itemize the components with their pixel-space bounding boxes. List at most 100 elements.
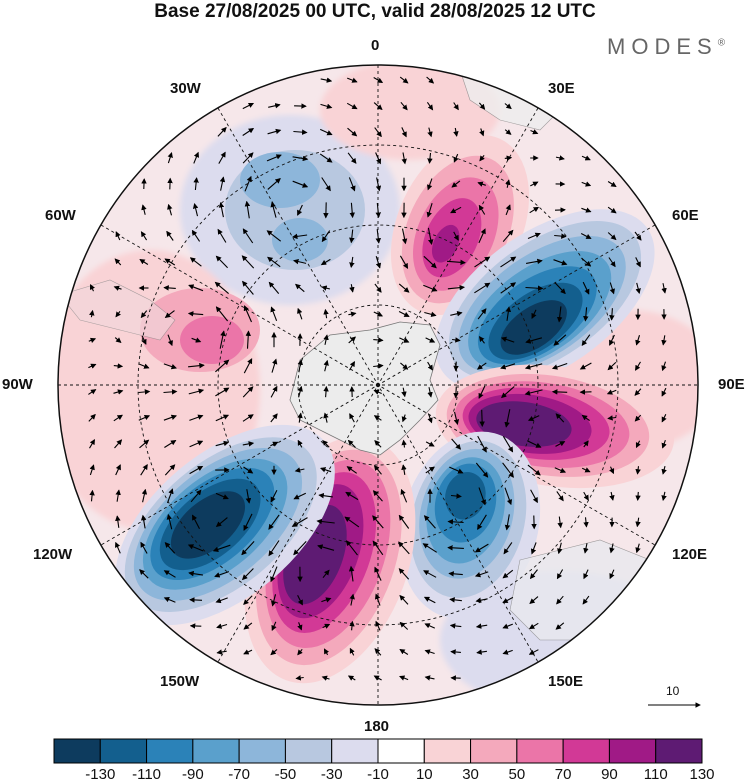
wind-vector	[349, 647, 355, 656]
wind-vector	[347, 439, 356, 448]
wind-vector	[297, 307, 303, 320]
wind-vector	[321, 230, 331, 243]
wind-vector	[446, 259, 466, 266]
wind-vector	[113, 285, 122, 291]
wind-vector	[453, 411, 460, 425]
wind-vector	[293, 258, 307, 265]
wind-vector	[556, 306, 563, 323]
wind-vector	[479, 128, 485, 137]
colorbar-tick-label: 130	[689, 766, 715, 783]
wind-vector	[166, 513, 173, 530]
colorbar-tick-label: 110	[643, 766, 668, 783]
wind-vector	[115, 515, 121, 528]
wind-vector	[268, 281, 280, 294]
wind-vector	[607, 415, 616, 421]
wind-vector	[607, 362, 617, 371]
lon-label-120e: 120E	[672, 546, 708, 563]
wind-vector	[242, 414, 254, 422]
wind-vector	[424, 675, 435, 681]
wind-vector	[140, 310, 148, 319]
wind-vector	[424, 623, 436, 629]
wind-vector	[500, 256, 517, 268]
wind-vector	[140, 514, 147, 529]
wind-vector	[635, 257, 641, 268]
wind-vector	[453, 361, 459, 372]
wind-vector	[189, 414, 204, 421]
wind-vector	[427, 152, 433, 164]
wind-vector	[215, 492, 229, 500]
wind-vector	[139, 363, 150, 369]
lon-label-90e: 90E	[718, 376, 745, 393]
wind-vector	[375, 152, 382, 165]
wind-vector	[530, 489, 538, 504]
modes-logo: MODES®	[607, 34, 725, 60]
wind-vector	[609, 543, 615, 554]
wind-vector	[243, 622, 253, 630]
lon-label-30w: 30W	[170, 80, 201, 97]
wind-vector	[474, 256, 491, 268]
wind-vector	[374, 440, 382, 448]
wind-vector	[348, 177, 356, 192]
wind-vector	[478, 102, 486, 110]
wind-vector	[556, 595, 564, 605]
wind-vector	[270, 306, 278, 321]
wind-vector	[400, 362, 409, 370]
colorbar-cell	[331, 738, 379, 764]
wind-vector	[349, 620, 355, 631]
wind-vector	[502, 596, 514, 604]
wind-vector	[502, 569, 514, 579]
wind-vector	[241, 541, 255, 556]
colorbar-cell	[146, 738, 194, 764]
wind-vector	[316, 518, 335, 525]
wind-vector	[528, 649, 539, 655]
wind-vector	[401, 152, 407, 165]
wind-vector	[267, 177, 281, 190]
wind-vector	[243, 513, 253, 531]
wind-vector	[475, 623, 488, 629]
wind-vector	[476, 649, 487, 655]
wind-vector	[114, 258, 122, 266]
wind-vector	[447, 545, 464, 551]
wind-vector	[505, 204, 511, 216]
wind-vector	[188, 570, 203, 577]
wind-vector	[323, 412, 329, 423]
wind-vector	[423, 570, 437, 578]
wind-vector	[188, 388, 205, 395]
wind-vector	[215, 517, 228, 527]
wind-vector	[320, 77, 333, 83]
wind-vector	[581, 257, 592, 267]
wind-vector	[164, 464, 176, 476]
wind-vector	[268, 103, 281, 109]
wind-vector	[89, 309, 95, 318]
wind-vector	[188, 284, 204, 292]
wind-vector	[297, 439, 303, 448]
wind-vector	[423, 515, 436, 529]
wind-vector	[212, 544, 231, 552]
wind-vector	[347, 127, 358, 137]
wind-vector	[504, 514, 511, 531]
wind-vector	[242, 152, 254, 164]
wind-vector	[583, 307, 589, 322]
wind-vector	[242, 127, 255, 136]
wind-vector	[245, 489, 252, 504]
wind-vector	[635, 335, 641, 346]
lon-label-60w: 60W	[45, 207, 76, 224]
wind-vector	[164, 440, 177, 448]
wind-vector	[554, 467, 567, 473]
colorbar-cell	[655, 738, 703, 764]
wind-vector	[556, 569, 564, 580]
wind-vector	[243, 358, 253, 374]
wind-vector	[474, 571, 489, 578]
wind-vector	[505, 179, 511, 188]
wind-vector	[583, 517, 589, 528]
wind-vector	[583, 543, 589, 554]
wind-vector	[291, 517, 308, 527]
wind-vector	[609, 282, 615, 295]
wind-vector	[349, 256, 355, 269]
wind-vector	[581, 414, 590, 422]
wind-vector	[348, 565, 355, 582]
wind-vector	[114, 439, 123, 449]
wind-vector	[297, 359, 303, 372]
wind-vector	[504, 487, 513, 506]
wind-vector	[530, 542, 537, 555]
